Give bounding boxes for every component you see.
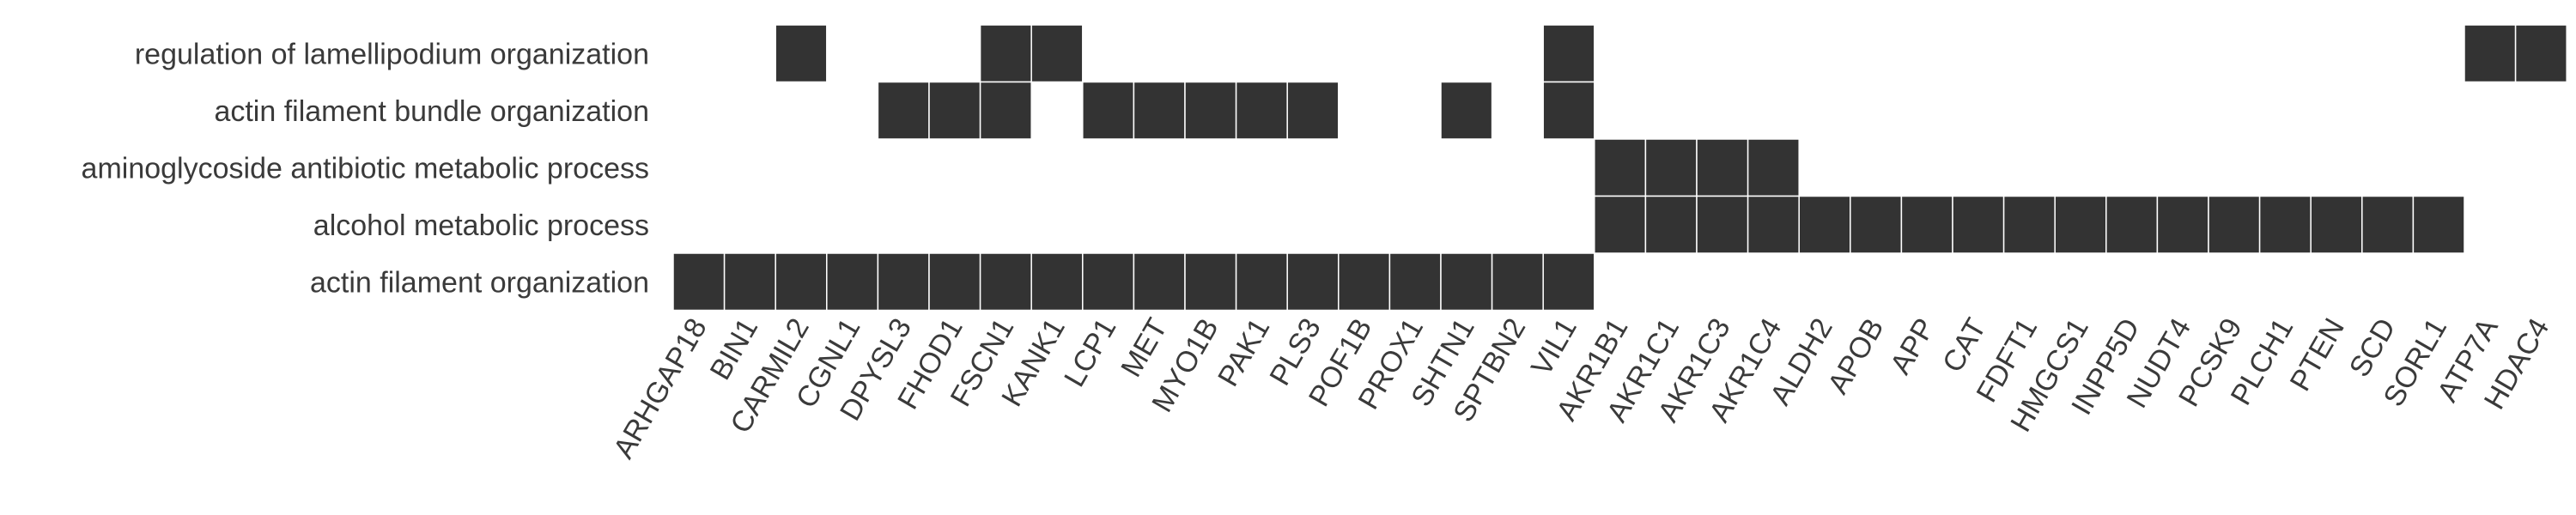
row-labels: regulation of lamellipodium organization…	[82, 38, 649, 299]
heatmap-cell	[1030, 24, 1084, 83]
column-label: PTEN	[2284, 313, 2351, 397]
row-label: actin filament bundle organization	[214, 95, 649, 128]
column-labels: ARHGAP18BIN1CARMIL2CGNL1DPYSL3FHOD1FSCN1…	[607, 312, 2555, 464]
heatmap-cell	[1900, 195, 1953, 254]
heatmap-cell	[877, 252, 930, 312]
heatmap-cell	[2310, 195, 2363, 254]
heatmap-cell	[1030, 252, 1084, 312]
heatmap-cell	[2002, 195, 2056, 254]
heatmap-cell	[1082, 252, 1135, 312]
heatmap-cell	[1235, 81, 1288, 140]
heatmap-cell	[1594, 138, 1647, 197]
heatmap-cell	[1747, 138, 1800, 197]
heatmap-cell	[2054, 195, 2107, 254]
heatmap-cell	[1286, 252, 1340, 312]
heatmap-cell	[1082, 81, 1135, 140]
heatmap-cell	[2156, 195, 2209, 254]
heatmap-cell	[2464, 24, 2517, 83]
heatmap-cell	[1286, 81, 1340, 140]
heatmap-cell	[928, 81, 981, 140]
heatmap-cell	[1184, 252, 1237, 312]
heatmap-cell	[1542, 252, 1595, 312]
heatmap-cell	[1696, 195, 1749, 254]
heatmap-cell	[1696, 138, 1749, 197]
heatmap-cell	[1133, 252, 1186, 312]
heatmap-cell	[1798, 195, 1851, 254]
heatmap-cell	[2105, 195, 2159, 254]
row-label: regulation of lamellipodium organization	[135, 38, 649, 70]
heatmap-cell	[1440, 81, 1493, 140]
heatmap-cell	[775, 252, 828, 312]
heatmap-cell	[1644, 195, 1698, 254]
heatmap-cell	[877, 81, 930, 140]
heatmap-cell	[2514, 24, 2567, 83]
heatmap-cell	[1338, 252, 1391, 312]
heatmap-cell	[1594, 195, 1647, 254]
heatmap-cell	[672, 252, 726, 312]
heatmap-cell	[1542, 24, 1595, 83]
row-label: actin filament organization	[310, 266, 649, 299]
heatmap-cell	[2258, 195, 2312, 254]
heatmap-cell	[979, 24, 1032, 83]
heatmap-cell	[1747, 195, 1800, 254]
heatmap-cell	[2361, 195, 2415, 254]
heatmap-cell	[723, 252, 776, 312]
heatmap-cell	[928, 252, 981, 312]
heatmap-cell	[2412, 195, 2465, 254]
heatmap-cell	[775, 24, 828, 83]
heatmap-cell	[1184, 81, 1237, 140]
column-label: LCP1	[1058, 313, 1122, 393]
heatmap-cell	[1850, 195, 1903, 254]
column-label: ARHGAP18	[607, 313, 714, 464]
row-label: aminoglycoside antibiotic metabolic proc…	[82, 152, 649, 185]
heatmap-cell	[1952, 195, 2005, 254]
column-label: PAK1	[1212, 313, 1276, 392]
heatmap-cell	[2208, 195, 2261, 254]
row-label: alcohol metabolic process	[313, 209, 649, 242]
column-label: APP	[1884, 313, 1941, 380]
heatmap-cell	[1644, 138, 1698, 197]
heatmap-cells	[672, 24, 2567, 312]
heatmap-cell	[826, 252, 879, 312]
heatmap-cell	[1491, 252, 1544, 312]
heatmap-cell	[979, 81, 1032, 140]
heatmap-cell	[1133, 81, 1186, 140]
heatmap-cell	[979, 252, 1032, 312]
heatmap-cell	[1388, 252, 1442, 312]
heatmap-cell	[1440, 252, 1493, 312]
heatmap-cell	[1235, 252, 1288, 312]
heatmap-cell	[1542, 81, 1595, 140]
